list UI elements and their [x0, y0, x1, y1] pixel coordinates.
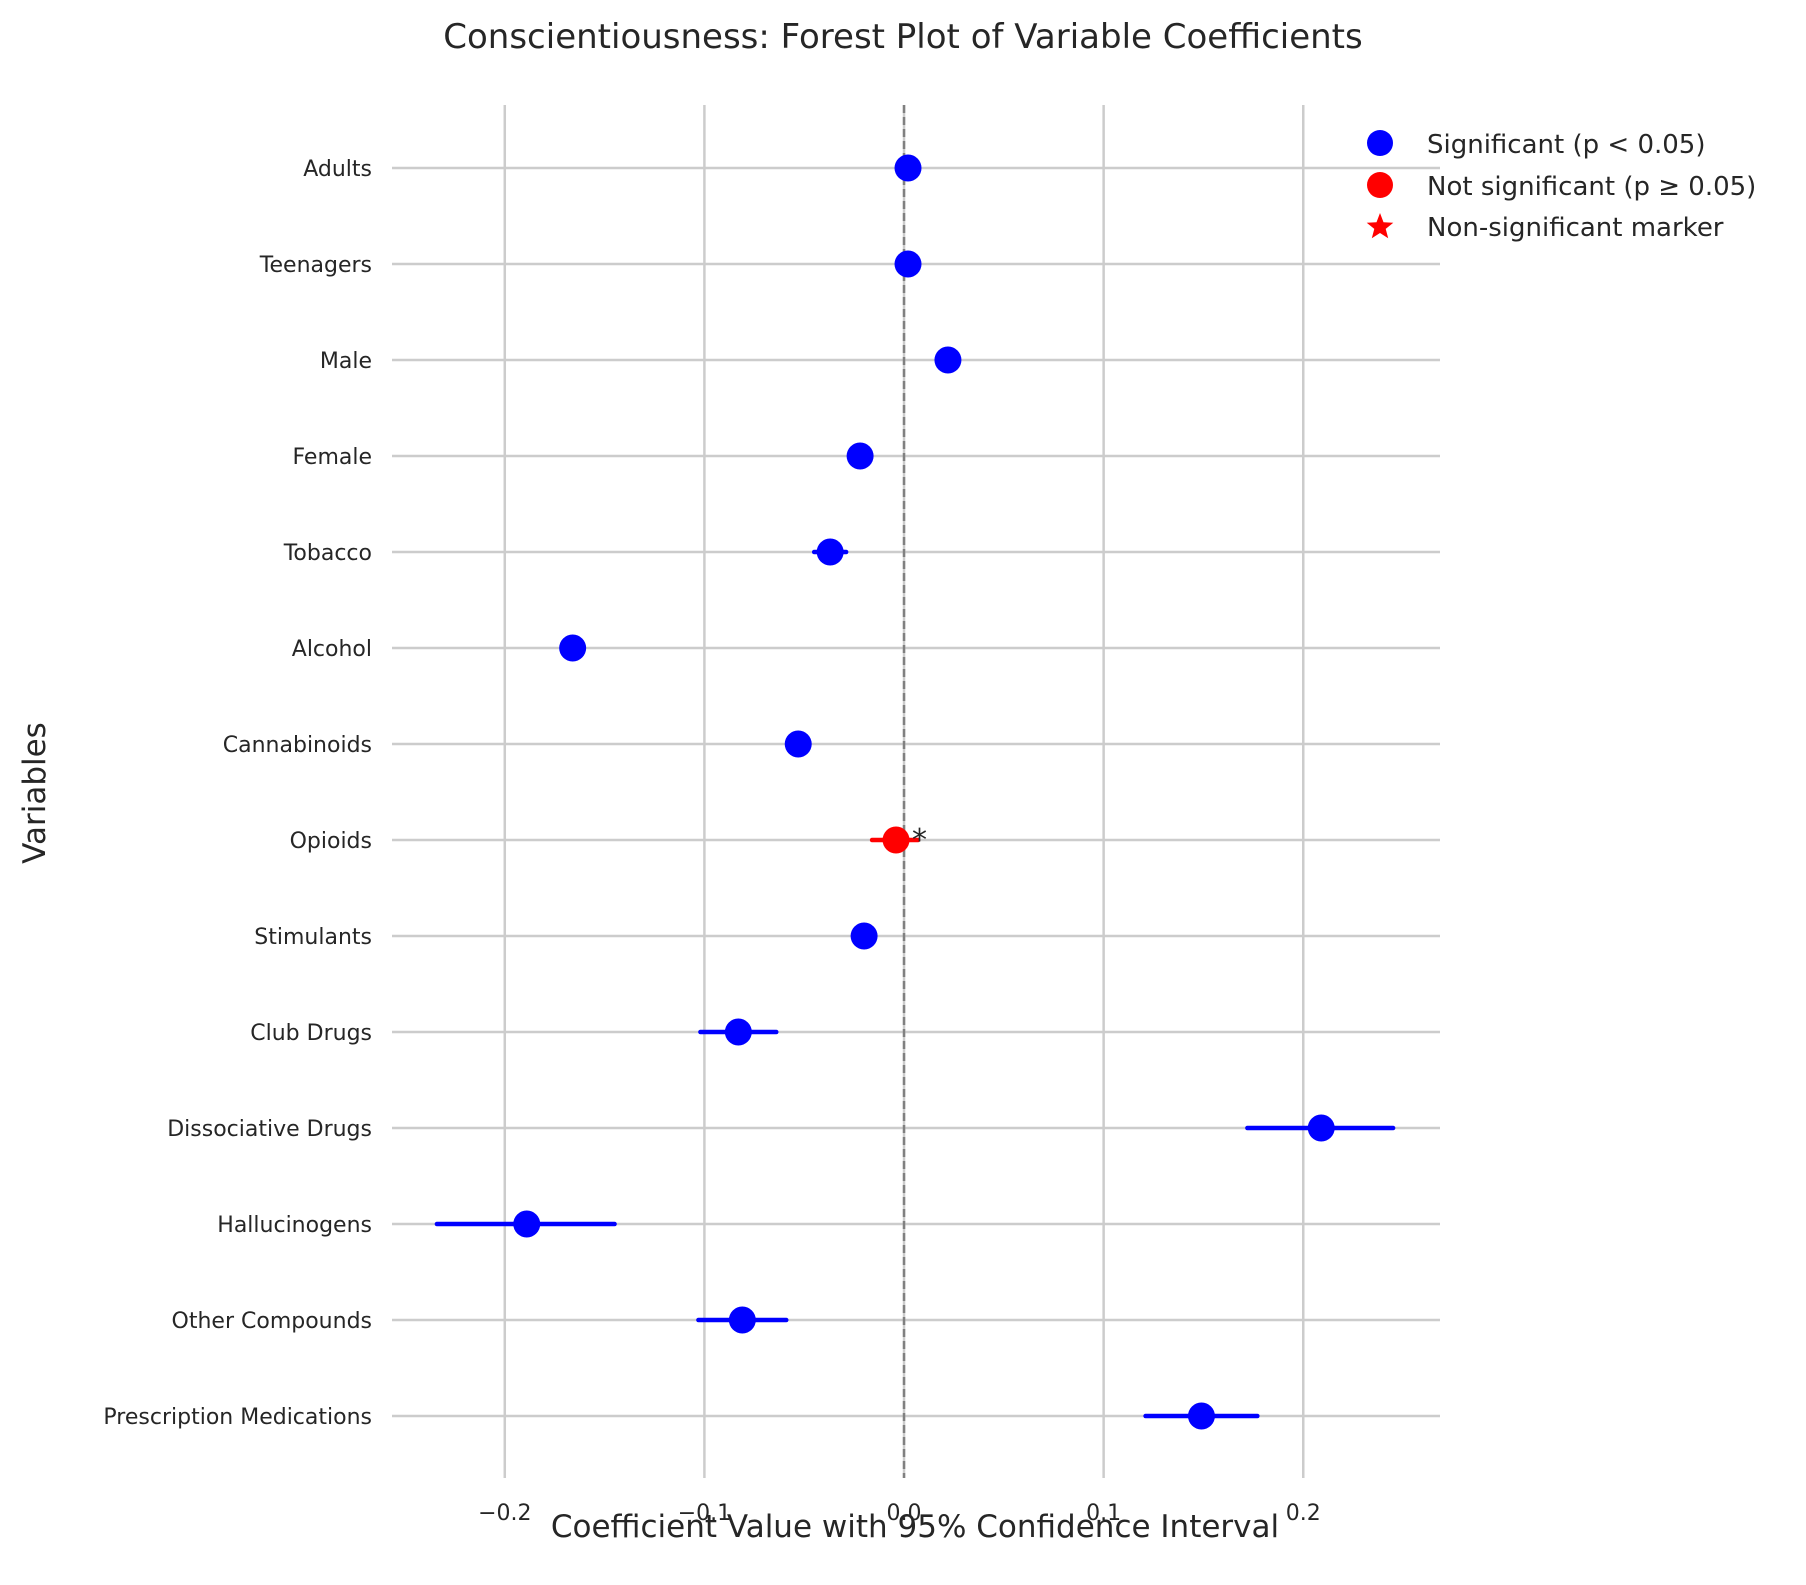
y-tick-label-4: Tobacco [283, 541, 372, 566]
legend-not-significant-marker [1367, 172, 1393, 198]
legend-star-label: Non-significant marker [1427, 213, 1724, 243]
y-tick-label-11: Hallucinogens [217, 1213, 372, 1238]
y-tick-label-2: Male [320, 349, 372, 374]
x-tick-label-3: 0.1 [1086, 1501, 1121, 1526]
x-axis-label: Coefficient Value with 95% Confidence In… [551, 1509, 1279, 1545]
coef-point-13 [1187, 1402, 1215, 1430]
coef-point-3 [846, 442, 874, 470]
y-axis-label: Variables [17, 722, 53, 864]
coef-point-12 [728, 1306, 756, 1334]
x-tick-label-1: −0.1 [678, 1501, 731, 1526]
legend: Significant (p < 0.05) Not significant (… [1366, 130, 1756, 243]
y-tick-label-6: Cannabinoids [223, 733, 372, 758]
grid-layer [392, 105, 1440, 1478]
coef-point-8 [850, 922, 878, 950]
coef-point-2 [934, 346, 962, 374]
y-tick-label-13: Prescription Medications [103, 1405, 372, 1430]
y-tick-label-7: Opioids [290, 829, 372, 854]
y-tick-label-10: Dissociative Drugs [167, 1117, 372, 1142]
y-tick-label-3: Female [292, 445, 372, 470]
y-tick-label-8: Stimulants [254, 925, 372, 950]
legend-not-significant-label: Not significant (p ≥ 0.05) [1427, 172, 1756, 202]
y-tick-label-1: Teenagers [259, 253, 372, 278]
y-tick-label-12: Other Compounds [172, 1309, 372, 1334]
coef-point-4 [816, 538, 844, 566]
chart-title: Conscientiousness: Forest Plot of Variab… [443, 17, 1362, 57]
y-tick-label-0: Adults [303, 157, 372, 182]
x-tick-label-2: 0.0 [887, 1501, 922, 1526]
coef-point-9 [724, 1018, 752, 1046]
coef-point-1 [894, 250, 922, 278]
data-mark-layer: * [434, 154, 1396, 1430]
y-tick-label-9: Club Drugs [250, 1021, 372, 1046]
legend-significant-marker [1367, 130, 1393, 156]
legend-significant-label: Significant (p < 0.05) [1427, 130, 1705, 160]
coef-point-0 [894, 154, 922, 182]
tick-label-layer: −0.2 −0.1 0.0 0.1 0.2 Adults Teenagers Male Fema… [103, 157, 1320, 1526]
coef-point-10 [1307, 1114, 1335, 1142]
significance-annotation-7: * [912, 823, 927, 858]
coef-point-5 [559, 634, 587, 662]
coef-point-7 [882, 826, 910, 854]
coef-point-6 [784, 730, 812, 758]
coef-point-11 [513, 1210, 541, 1238]
x-tick-label-0: −0.2 [478, 1501, 531, 1526]
y-tick-label-5: Alcohol [292, 637, 372, 662]
x-tick-label-4: 0.2 [1286, 1501, 1321, 1526]
legend-star-marker [1366, 213, 1394, 239]
